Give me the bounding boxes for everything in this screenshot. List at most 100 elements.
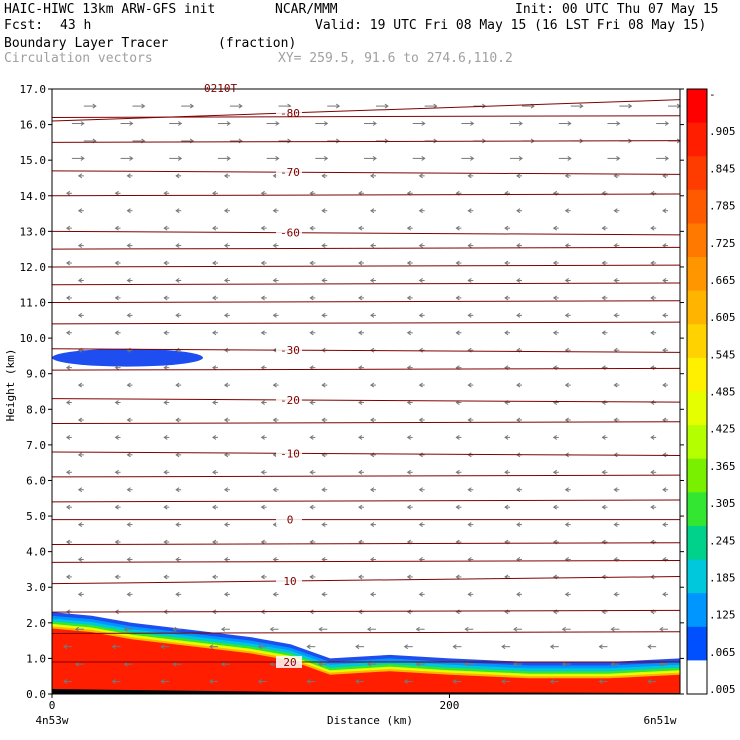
vector-arrowhead xyxy=(260,434,265,440)
vector-arrowhead xyxy=(610,626,615,632)
vector-arrowhead xyxy=(163,190,168,196)
vector-arrowhead xyxy=(77,522,83,528)
vector-arrowhead xyxy=(272,557,277,562)
vector-arrowhead xyxy=(516,243,521,249)
temperature-contour xyxy=(51,499,681,503)
vector-arrowhead xyxy=(455,574,460,580)
vector-arrowhead xyxy=(598,679,603,684)
vector-arrowhead xyxy=(455,434,460,440)
colorbar-label: .725 xyxy=(709,237,736,250)
vector-arrowhead xyxy=(114,574,119,580)
vector-arrowhead xyxy=(62,679,68,684)
vector-arrowhead xyxy=(126,417,131,423)
init-time: Init: 00 UTC Thu 07 May 15 xyxy=(515,2,719,17)
vector-arrowhead xyxy=(516,487,521,493)
vector-arrowhead xyxy=(516,522,521,528)
vector-arrowhead xyxy=(260,504,265,510)
vector-arrowhead xyxy=(223,173,229,179)
vector-arrowhead xyxy=(406,469,411,475)
vector-arrowhead xyxy=(650,469,655,475)
vector-arrowhead xyxy=(163,504,168,510)
vector-arrowhead xyxy=(613,278,618,283)
vector-arrowhead xyxy=(470,121,475,126)
temperature-contour xyxy=(51,348,681,353)
vector-arrowhead xyxy=(516,173,521,179)
vector-arrowhead xyxy=(355,644,360,650)
vector-arrowhead xyxy=(309,469,314,475)
vector-arrowhead xyxy=(80,155,85,161)
colorbar-label: .845 xyxy=(709,162,736,175)
tracer-upper-patch xyxy=(52,348,204,367)
vector-arrowhead xyxy=(175,452,180,458)
vector-arrowhead xyxy=(114,330,119,336)
vector-arrowhead xyxy=(111,644,116,650)
vector-arrowhead xyxy=(126,487,131,493)
vector-arrowhead xyxy=(77,312,83,318)
vector-arrowhead xyxy=(406,574,411,580)
vector-arrowhead xyxy=(260,574,265,580)
vector-arrowhead xyxy=(321,557,326,562)
vector-arrowhead xyxy=(403,644,408,650)
temperature-contour xyxy=(51,631,681,634)
vector-arrowhead xyxy=(223,522,229,528)
colorbar-label: .785 xyxy=(709,200,736,213)
vector-arrowhead xyxy=(223,487,229,493)
vector-arrowhead xyxy=(114,260,119,266)
vector-arrowhead xyxy=(601,469,606,475)
vector-arrowhead xyxy=(601,295,606,301)
vector-arrowhead xyxy=(467,173,472,179)
colorbar-label: .005 xyxy=(709,683,736,696)
vector-arrowhead xyxy=(650,434,655,440)
colorbar-swatch xyxy=(687,257,707,292)
colorbar-label: .245 xyxy=(709,534,736,547)
vector-arrowhead xyxy=(163,434,168,440)
vector-arrowhead xyxy=(260,469,265,475)
vector-arrowhead xyxy=(662,347,667,353)
y-tick-label: 8.0 xyxy=(26,403,46,416)
vector-arrowhead xyxy=(175,173,180,179)
vector-arrowhead xyxy=(160,644,165,650)
contour-label-bg xyxy=(276,574,302,587)
vector-arrowhead xyxy=(163,225,168,231)
y-tick-label: 15.0 xyxy=(20,154,47,167)
vector-arrowhead xyxy=(287,138,292,144)
vector-arrowhead xyxy=(272,522,277,528)
temperature-contour xyxy=(51,99,681,122)
vector-arrowhead xyxy=(650,400,655,405)
vector-arrowhead xyxy=(561,661,566,667)
vector-arrowhead xyxy=(260,330,265,336)
vector-arrowhead xyxy=(513,661,518,667)
vector-arrowhead xyxy=(370,243,375,249)
vector-arrowhead xyxy=(321,173,326,179)
vector-arrowhead xyxy=(470,155,475,161)
vector-arrowhead xyxy=(223,417,229,423)
vector-arrowhead xyxy=(335,103,341,109)
vector-arrowhead xyxy=(126,382,131,388)
vector-arrowhead xyxy=(561,626,566,632)
vector-arrowhead xyxy=(549,679,555,684)
vector-arrowhead xyxy=(80,121,85,126)
vector-arrowhead xyxy=(616,155,621,161)
contour-label-bg xyxy=(276,655,302,668)
vector-arrowhead xyxy=(415,661,420,667)
y-tick-label: 12.0 xyxy=(20,261,47,274)
vector-arrowhead xyxy=(65,225,71,231)
vector-arrowhead xyxy=(664,121,670,126)
vector-arrowhead xyxy=(567,121,572,126)
vector-arrowhead xyxy=(418,522,423,528)
vector-arrowhead xyxy=(662,278,667,283)
vector-arrowhead xyxy=(516,208,521,214)
vector-arrowhead xyxy=(260,295,265,301)
vector-arrowhead xyxy=(163,260,168,266)
vector-arrowhead xyxy=(504,295,509,301)
vector-arrowhead xyxy=(77,591,83,597)
vector-arrowhead xyxy=(513,626,518,632)
vector-arrowhead xyxy=(406,225,411,231)
x-right-location: 6n51w xyxy=(643,714,676,727)
vector-arrowhead xyxy=(418,382,423,388)
vector-arrowhead xyxy=(567,155,572,161)
colorbar-label: .425 xyxy=(709,423,736,436)
vector-arrowhead xyxy=(455,260,460,266)
vector-arrowhead xyxy=(659,626,664,632)
vector-arrowhead xyxy=(209,679,214,684)
